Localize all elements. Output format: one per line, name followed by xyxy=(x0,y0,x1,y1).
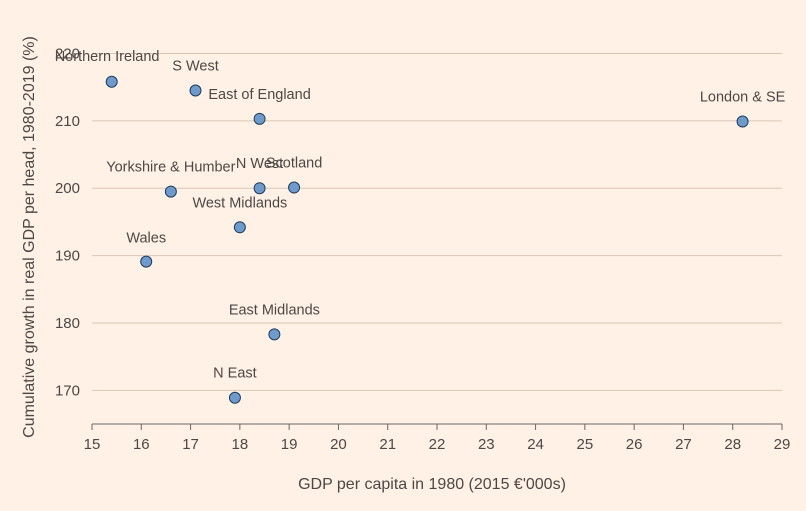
x-axis-ticks: 15 16 17 18 19 20 21 22 23 24 25 26 27 28 29 xyxy=(84,424,791,453)
x-tick-label-15: 15 xyxy=(84,436,101,453)
point-scotland xyxy=(288,181,301,194)
point-s-west xyxy=(189,84,202,97)
point-label-london-se: London & SE xyxy=(700,90,786,106)
x-tick-label-23: 23 xyxy=(478,436,495,453)
y-tick-label-220: 220 xyxy=(55,45,80,62)
point-label-west-midlands: West Midlands xyxy=(192,195,287,211)
y-tick-label-200: 200 xyxy=(55,180,80,197)
y-tick-label-190: 190 xyxy=(55,248,80,265)
x-tick-label-28: 28 xyxy=(724,436,741,453)
x-tick-label-21: 21 xyxy=(379,436,396,453)
point-label-s-west: S West xyxy=(172,59,218,75)
x-tick-label-19: 19 xyxy=(281,436,298,453)
point-label-scotland: Scotland xyxy=(266,156,322,172)
x-tick-label-29: 29 xyxy=(774,436,791,453)
x-tick-label-26: 26 xyxy=(626,436,643,453)
point-east-of-england xyxy=(253,112,266,125)
point-wales xyxy=(140,255,153,268)
point-east-midlands xyxy=(268,328,281,341)
data-points xyxy=(105,75,749,404)
y-tick-label-210: 210 xyxy=(55,113,80,130)
x-tick-label-22: 22 xyxy=(429,436,446,453)
x-tick-label-16: 16 xyxy=(133,436,150,453)
y-axis-ticks: 170 180 190 200 210 220 xyxy=(55,45,80,399)
x-tick-label-24: 24 xyxy=(527,436,544,453)
grid-lines xyxy=(92,52,782,391)
point-label-east-of-england: East of England xyxy=(208,87,310,103)
y-tick-label-170: 170 xyxy=(55,382,80,399)
y-axis-label: Cumulative growth in real GDP per head, … xyxy=(21,36,38,438)
y-tick-label-180: 180 xyxy=(55,315,80,332)
point-label-wales: Wales xyxy=(126,231,166,247)
point-label-n-east: N East xyxy=(213,366,257,382)
point-west-midlands xyxy=(233,221,246,234)
point-yorkshire-humber xyxy=(164,185,177,198)
x-tick-label-20: 20 xyxy=(330,436,347,453)
point-n-east xyxy=(228,391,241,404)
point-northern-ireland xyxy=(105,75,118,88)
point-label-northern-ireland: Northern Ireland xyxy=(55,49,160,65)
point-label-n-west: N West xyxy=(236,156,283,172)
point-labels: Northern Ireland S West East of England Lon… xyxy=(55,49,786,382)
point-n-west xyxy=(253,182,266,195)
x-tick-label-27: 27 xyxy=(675,436,692,453)
point-label-east-midlands: East Midlands xyxy=(229,302,320,318)
point-label-yorkshire-humber: Yorkshire & Humber xyxy=(106,160,235,176)
x-tick-label-25: 25 xyxy=(577,436,594,453)
x-axis-label: GDP per capita in 1980 (2015 €'000s) xyxy=(298,476,566,493)
point-london-se xyxy=(736,115,749,128)
x-tick-label-17: 17 xyxy=(182,436,199,453)
x-tick-label-18: 18 xyxy=(232,436,249,453)
